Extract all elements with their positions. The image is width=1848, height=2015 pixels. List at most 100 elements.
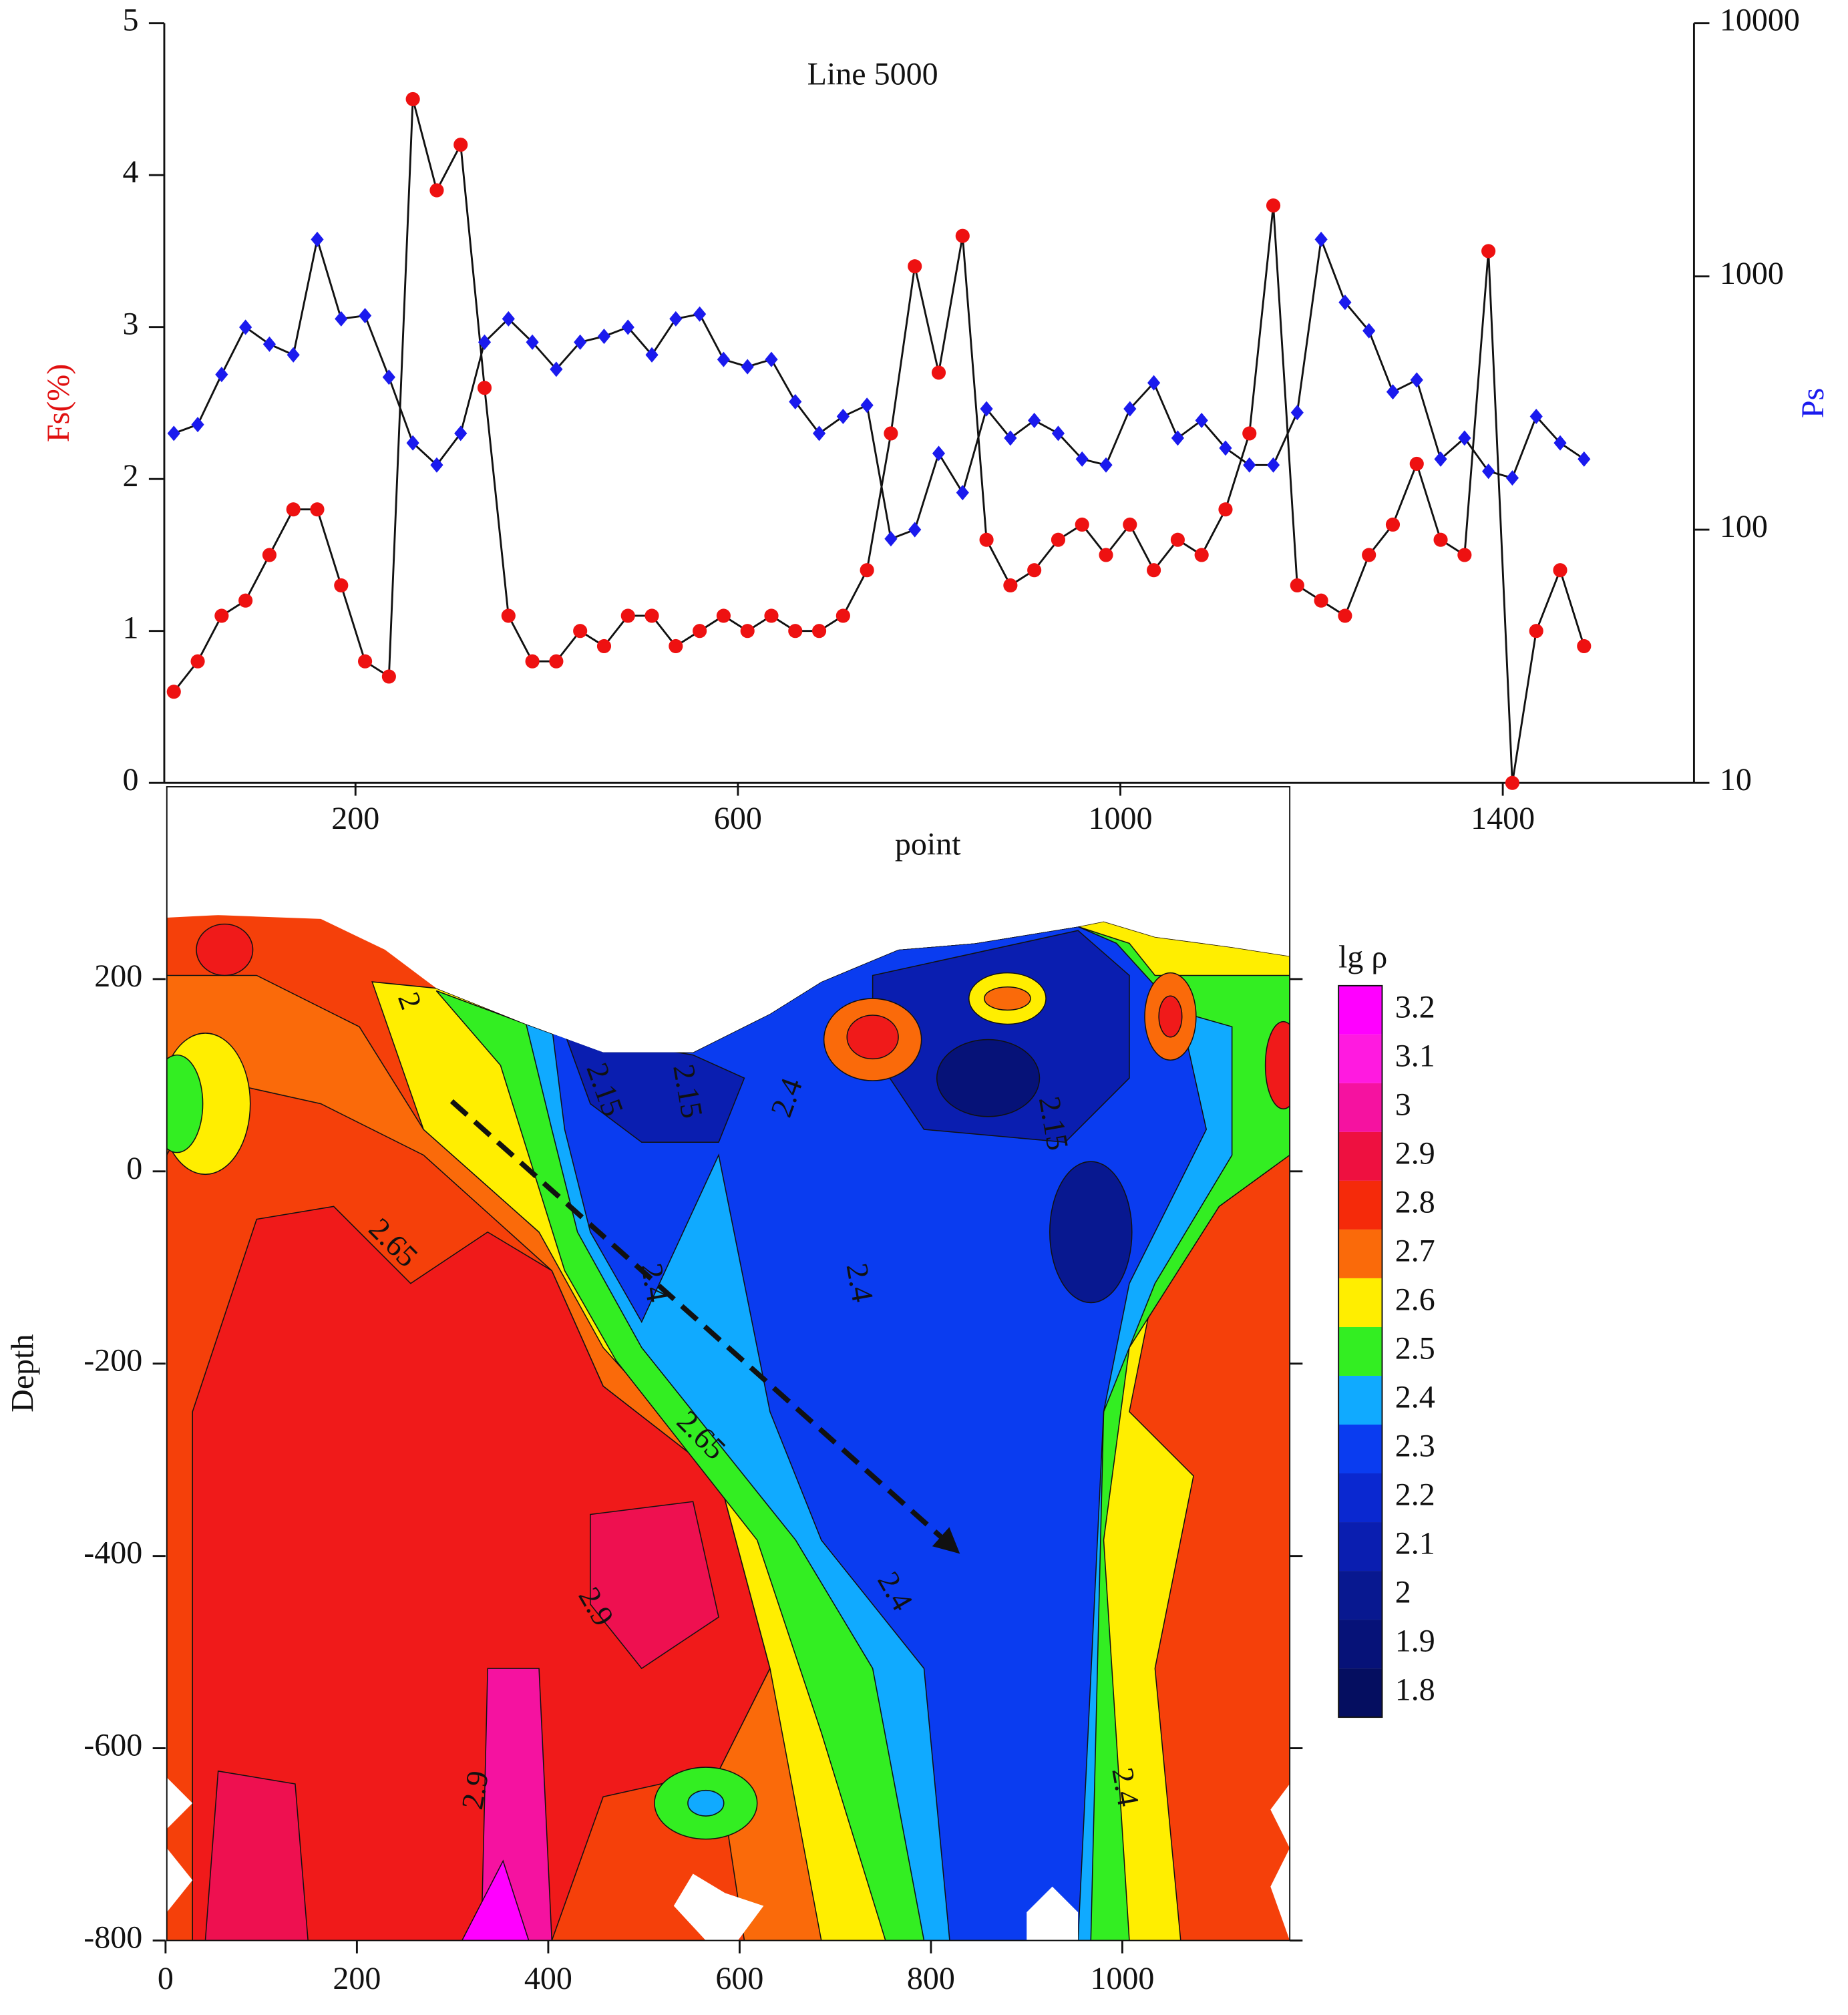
data-point	[1433, 532, 1448, 547]
data-point	[693, 306, 707, 322]
data-point	[836, 608, 850, 623]
data-point	[335, 311, 348, 327]
x-tick-label: 1000	[1088, 801, 1152, 836]
colorbar-label: 2.1	[1395, 1526, 1435, 1562]
data-point	[1578, 451, 1591, 467]
data-point	[166, 685, 181, 699]
y-tick-label: -200	[83, 1343, 142, 1379]
y-tick-label: 5	[123, 3, 139, 38]
data-point	[1027, 563, 1042, 578]
y-tick-label: 3	[123, 307, 139, 342]
data-point	[190, 654, 205, 669]
y-tick-label: 2	[123, 458, 139, 494]
data-point	[574, 334, 587, 350]
data-point	[502, 311, 515, 327]
colorbar-swatch	[1338, 1131, 1382, 1181]
data-point	[1410, 372, 1423, 388]
contour-field	[166, 915, 1290, 1941]
data-point	[931, 365, 946, 380]
contour-label: 2.4	[1105, 1765, 1145, 1809]
colorbar-swatch	[1338, 1326, 1382, 1376]
data-point	[167, 425, 180, 441]
data-point	[1290, 578, 1304, 593]
colorbar-swatch	[1338, 1375, 1382, 1425]
data-point	[1385, 517, 1401, 532]
data-point	[644, 608, 659, 623]
y2-tick-label: 10000	[1720, 3, 1800, 38]
data-point	[1481, 244, 1496, 258]
contour-region	[1049, 1161, 1133, 1304]
data-point	[788, 624, 803, 638]
colorbar-label: 2.6	[1395, 1282, 1435, 1317]
data-point	[1003, 578, 1018, 593]
data-point	[1218, 502, 1233, 517]
data-point	[764, 608, 779, 623]
y2-axis-label: Ps	[1795, 388, 1831, 418]
data-point	[620, 608, 635, 623]
data-point	[573, 624, 588, 638]
blank-area	[1027, 1886, 1079, 1941]
data-point	[1147, 375, 1161, 391]
data-point	[358, 308, 372, 324]
data-point	[836, 408, 850, 425]
x-tick-label: 1000	[1090, 1961, 1154, 1996]
blank-area	[166, 1848, 193, 1913]
colorbar-swatch	[1338, 1424, 1382, 1474]
y-tick-label: 1	[123, 610, 139, 646]
colorbar-swatch	[1338, 1620, 1382, 1669]
colorbar-swatch	[1338, 1522, 1382, 1572]
series-line	[173, 238, 1585, 540]
y-tick-label: -400	[83, 1535, 142, 1571]
data-point	[1266, 198, 1281, 213]
contour-region	[984, 986, 1031, 1011]
data-point	[669, 638, 683, 654]
colorbar-label: 2.7	[1395, 1233, 1435, 1268]
contour-region	[564, 1032, 745, 1143]
data-point	[1170, 532, 1185, 547]
data-point	[1505, 470, 1519, 486]
data-point	[1004, 430, 1017, 446]
data-point	[884, 426, 898, 441]
blank-area	[166, 1777, 193, 1829]
data-point	[381, 669, 396, 684]
colorbar-swatch	[1338, 1668, 1382, 1718]
data-point	[1243, 457, 1256, 473]
blank-area	[1270, 1784, 1290, 1941]
data-point	[1123, 517, 1137, 532]
colorbar-label: 2.3	[1395, 1429, 1435, 1464]
data-point	[884, 531, 898, 547]
y-tick-label: -800	[83, 1919, 142, 1955]
data-point	[908, 522, 922, 538]
data-point	[191, 417, 204, 433]
contour-label: 2.4	[634, 1261, 675, 1305]
data-point	[286, 502, 301, 517]
data-point	[478, 334, 492, 350]
data-point	[860, 397, 874, 413]
data-point	[1028, 412, 1041, 429]
data-point	[1123, 401, 1137, 417]
data-point	[1314, 593, 1328, 608]
data-point	[311, 231, 324, 247]
colorbar-label: 3	[1395, 1087, 1411, 1122]
y-axis-label: Fs(%)	[41, 364, 76, 442]
colorbar-label: 2.9	[1395, 1135, 1435, 1171]
data-point	[1099, 548, 1113, 562]
colorbar-swatch	[1338, 1083, 1382, 1132]
data-point	[1338, 608, 1352, 623]
data-point	[932, 445, 946, 462]
data-point	[955, 228, 970, 243]
data-point	[287, 347, 300, 363]
data-point	[214, 608, 229, 623]
y-tick-label: 200	[94, 958, 142, 994]
x-tick-label: 800	[907, 1961, 955, 1996]
data-point	[550, 361, 563, 377]
data-point	[1529, 408, 1543, 425]
data-point	[811, 624, 827, 638]
data-point	[239, 319, 252, 335]
data-point	[1051, 425, 1065, 441]
x-tick-label: 0	[158, 1961, 174, 1996]
data-point	[1314, 231, 1328, 247]
colorbar-swatch	[1338, 1229, 1382, 1278]
colorbar-swatch	[1338, 1571, 1382, 1620]
data-point	[789, 393, 802, 410]
